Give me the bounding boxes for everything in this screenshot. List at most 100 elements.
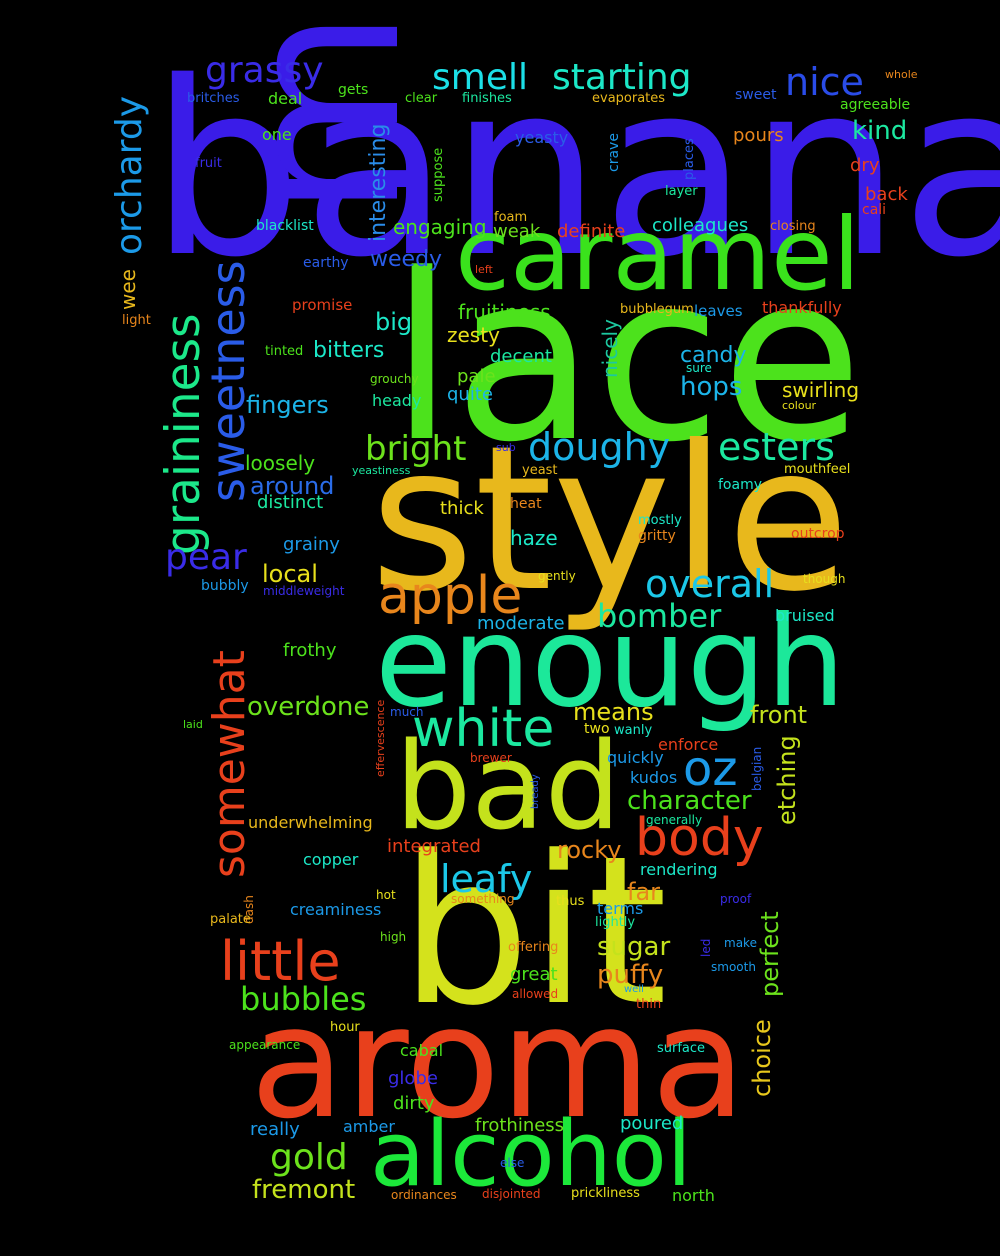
word-sweet: sweet bbox=[735, 87, 777, 103]
word-doughy: doughy bbox=[528, 425, 671, 469]
word-lightly: lightly bbox=[595, 915, 636, 930]
word-allowed: allowed bbox=[512, 987, 559, 1001]
word-bready: bready bbox=[530, 774, 541, 809]
word-bubbly: bubbly bbox=[201, 578, 249, 594]
word-globe: globe bbox=[388, 1068, 438, 1089]
word-bubbles: bubbles bbox=[240, 980, 367, 1018]
word-great: great bbox=[510, 964, 558, 985]
word-means: means bbox=[573, 698, 654, 726]
word-bomber: bomber bbox=[597, 597, 722, 635]
word-nice: nice bbox=[785, 60, 864, 104]
word-rendering: rendering bbox=[640, 860, 718, 879]
word-make: make bbox=[724, 936, 757, 950]
word-whole: whole bbox=[885, 68, 918, 81]
word-haze: haze bbox=[510, 526, 558, 550]
word-laid: laid bbox=[183, 718, 203, 731]
word-enough: enough bbox=[375, 590, 846, 735]
word-swirling: swirling bbox=[782, 378, 860, 402]
word-mostly: mostly bbox=[638, 513, 682, 528]
word-overall: overall bbox=[645, 562, 775, 606]
word-gently: gently bbox=[538, 569, 576, 583]
word-hops: hops bbox=[680, 372, 743, 402]
word-dry: dry bbox=[850, 155, 880, 176]
word-grassy: grassy bbox=[205, 50, 324, 91]
word-gritty: gritty bbox=[638, 528, 676, 544]
word-distinct: distinct bbox=[257, 492, 324, 513]
word-frothiness: frothiness bbox=[475, 1115, 565, 1136]
word-fruit: fruit bbox=[195, 156, 222, 171]
word-generally: generally bbox=[646, 813, 703, 827]
word-wanly: wanly bbox=[614, 723, 653, 738]
word-leaves: leaves bbox=[694, 302, 743, 320]
word-smell: smell bbox=[432, 57, 528, 98]
word-leafy: leafy bbox=[440, 857, 533, 901]
word-pale: pale bbox=[457, 366, 496, 387]
word-gold: gold bbox=[270, 1137, 348, 1178]
word-foamy: foamy bbox=[718, 477, 762, 493]
word-suppose: suppose bbox=[431, 147, 446, 202]
word-prickliness: prickliness bbox=[571, 1186, 640, 1201]
word-outcrop: outcrop bbox=[791, 526, 845, 542]
word-front: front bbox=[750, 701, 808, 729]
word-decent: decent bbox=[490, 346, 552, 367]
word-zesty: zesty bbox=[447, 323, 500, 347]
word-perfect: perfect bbox=[756, 911, 784, 997]
word-bitters: bitters bbox=[313, 338, 385, 363]
word-lace: lace bbox=[390, 226, 863, 493]
word-disjointed: disjointed bbox=[482, 1187, 541, 1201]
word-ordinances: ordinances bbox=[391, 1188, 457, 1202]
word-two: two bbox=[584, 721, 610, 737]
word-copper: copper bbox=[303, 850, 359, 869]
word-appearance: appearance bbox=[229, 1038, 301, 1052]
word-blacklist: blacklist bbox=[256, 218, 314, 234]
word-puffy: puffy bbox=[597, 960, 664, 990]
word-caramel: caramel bbox=[455, 196, 861, 313]
word-deal: deal bbox=[268, 89, 303, 108]
word-bad: bad bbox=[395, 718, 621, 857]
word-yeastiness: yeastiness bbox=[352, 464, 411, 477]
word-gets: gets bbox=[338, 82, 369, 98]
word-much: much bbox=[390, 705, 424, 719]
word-really: really bbox=[250, 1119, 300, 1140]
word-heat: heat bbox=[510, 496, 542, 512]
word-weedy: weedy bbox=[370, 247, 443, 272]
word-creaminess: creaminess bbox=[290, 900, 382, 919]
word-apple: apple bbox=[378, 566, 523, 626]
word-tinted: tinted bbox=[265, 344, 304, 359]
word-pear: pear bbox=[165, 537, 247, 578]
word-medium: medium bbox=[197, 0, 448, 218]
word-grainy: grainy bbox=[283, 534, 340, 555]
word-promise: promise bbox=[292, 296, 353, 314]
word-led: led bbox=[699, 938, 713, 957]
word-fremont: fremont bbox=[252, 1175, 356, 1205]
word-weak: weak bbox=[493, 221, 541, 242]
word-north: north bbox=[672, 1186, 715, 1205]
word-proof: proof bbox=[720, 892, 752, 906]
word-cabal: cabal bbox=[400, 1041, 444, 1060]
word-integrated: integrated bbox=[387, 836, 481, 857]
word-underwhelming: underwhelming bbox=[248, 813, 373, 832]
word-rocky: rocky bbox=[557, 836, 622, 864]
word-evaporates: evaporates bbox=[592, 91, 666, 106]
word-amber: amber bbox=[343, 1117, 395, 1136]
word-orchardy: orchardy bbox=[109, 95, 150, 255]
word-sure: sure bbox=[686, 361, 712, 375]
word-definite: definite bbox=[557, 221, 626, 242]
word-enforce: enforce bbox=[658, 735, 719, 754]
word-alcohol: alcohol bbox=[370, 1102, 692, 1207]
word-choice: choice bbox=[748, 1019, 776, 1097]
word-far: far bbox=[627, 878, 661, 906]
word-thick: thick bbox=[440, 498, 484, 519]
word-aroma: aroma bbox=[250, 972, 747, 1153]
word-else: else bbox=[500, 1156, 525, 1170]
word-effervescence: effervescence bbox=[374, 699, 387, 777]
word-thus: thus bbox=[556, 894, 585, 909]
word-mouthfeel: mouthfeel bbox=[784, 462, 851, 477]
word-style: style bbox=[370, 403, 850, 636]
word-foam: foam bbox=[494, 210, 528, 225]
word-britches: britches bbox=[187, 91, 240, 106]
word-bright: bright bbox=[365, 429, 467, 469]
word-fingers: fingers bbox=[246, 391, 329, 419]
word-oz: oz bbox=[683, 741, 738, 797]
